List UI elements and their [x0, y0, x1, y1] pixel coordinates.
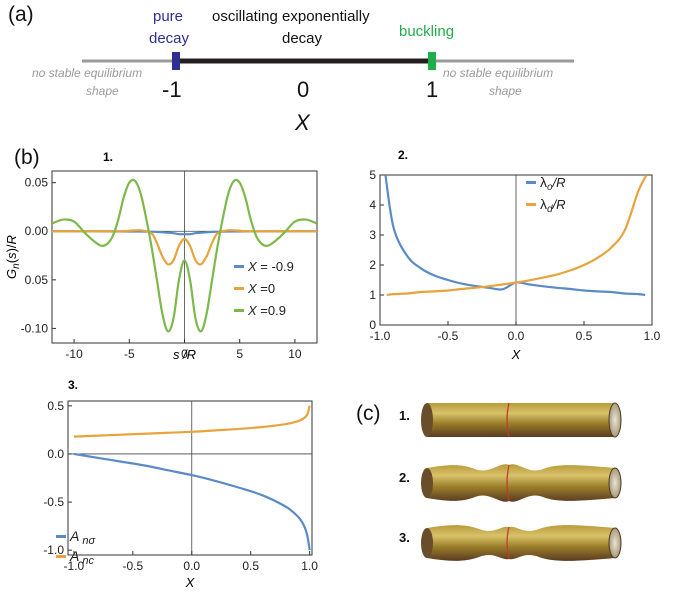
legend-label: λo/R: [540, 174, 566, 193]
y-tick-label: 3: [369, 228, 376, 242]
x-tick-label: -5: [124, 347, 135, 361]
x-tick-label: -0.5: [438, 329, 459, 343]
y-tick-label: -0.5: [43, 495, 64, 509]
series-line-1: [384, 175, 646, 297]
series-line-2: [73, 405, 311, 438]
legend-label: A nc: [69, 548, 95, 567]
panel-b-label: (b): [14, 146, 40, 169]
y-tick-label: 0.05: [25, 176, 49, 190]
panel-c-label: (c): [356, 402, 381, 425]
tick-zero: 0: [297, 77, 310, 102]
pure-label: pure: [153, 8, 184, 25]
x-tick-label: 5: [236, 347, 243, 361]
oscillating-label: oscillating exponentially: [212, 8, 370, 25]
series-line-1: [52, 230, 317, 236]
no-stable-right-2: shape: [489, 84, 522, 98]
x-tick-label: -10: [65, 347, 83, 361]
x-axis-label: s /R: [173, 347, 196, 362]
y-tick-label: 0.00: [25, 224, 49, 238]
x-axis-label-a: X: [295, 110, 310, 135]
legend-swatch: [526, 181, 536, 184]
x-tick-label: 1.0: [644, 329, 661, 343]
y-tick-label: 4: [369, 198, 376, 212]
legend-label: X = -0.9: [247, 259, 294, 274]
chart-b3: 3. -1.0 -0.5 0.0 0.5 1.0 0.5 0.0 -0.5 -1.0 X A nσA …: [43, 378, 318, 590]
panel-number: 1.: [103, 150, 113, 164]
legend-label: A nσ: [69, 528, 96, 547]
pure-decay-label: decay: [149, 30, 190, 47]
no-stable-right-1: no stable equilibrium: [443, 66, 554, 80]
legend-label: X =0.9: [247, 303, 286, 318]
y-tick-label: 0.0: [47, 447, 64, 461]
chart-b1: 1. -10 -5 0 5 10 0.05 0.00 0.05 -0.10 s /R Gn(s)/R X…: [4, 150, 318, 362]
tube-1-label: 1.: [399, 408, 410, 423]
series-line-1: [73, 452, 311, 551]
tube-2: [421, 464, 622, 502]
y-tick-label: 5: [369, 168, 376, 182]
legend-swatch: [234, 265, 244, 268]
legend-swatch: [234, 309, 244, 312]
series-line-3: [52, 178, 317, 333]
series-line-2: [386, 175, 648, 297]
tick-minus-one: -1: [162, 77, 182, 102]
pure-decay-marker: [172, 52, 180, 70]
tube-1: [421, 402, 622, 438]
x-tick-label: 0.0: [183, 559, 200, 573]
tick-one: 1: [426, 77, 439, 102]
legend-swatch: [56, 555, 66, 558]
no-stable-left-2: shape: [86, 84, 119, 98]
x-tick-label: 1.0: [301, 559, 318, 573]
x-tick-label: 10: [288, 347, 302, 361]
y-tick-label: -0.10: [21, 321, 49, 335]
buckling-label: buckling: [399, 23, 455, 40]
y-tick-label: -1.0: [43, 543, 64, 557]
tubes-illustration: [421, 402, 622, 561]
legend-swatch: [56, 535, 66, 538]
y-axis-label: Gn(s)/R: [4, 235, 22, 279]
panel-a-label: (a): [8, 3, 34, 26]
series-line-2: [52, 229, 317, 266]
x-tick-label: -1.0: [64, 559, 85, 573]
panel-number: 2.: [398, 148, 408, 162]
legend-label: X =0: [247, 281, 275, 296]
legend-swatch: [234, 287, 244, 290]
x-tick-label: 0.5: [576, 329, 593, 343]
x-tick-label: 0.5: [242, 559, 259, 573]
x-axis-label: X: [511, 347, 522, 362]
oscillating-decay-label: decay: [282, 30, 323, 47]
panel-number: 3.: [68, 378, 78, 392]
no-stable-left-1: no stable equilibrium: [32, 66, 143, 80]
y-tick-label: 1: [369, 288, 376, 302]
y-tick-label: 2: [369, 258, 376, 272]
chart-b2: 2. -1.0 -0.5 0.0 0.5 1.0 0 1 2 3 4 5 Xλo/R λd/R: [369, 148, 661, 362]
legend-swatch: [526, 203, 536, 206]
y-tick-label: 0.5: [47, 399, 64, 413]
tube-2-label: 2.: [399, 470, 410, 485]
y-tick-label: 0.05: [25, 273, 49, 287]
y-tick-label: 0: [369, 318, 376, 332]
plot-frame: [67, 400, 313, 556]
x-tick-label: -1.0: [370, 329, 391, 343]
x-tick-label: 0.0: [508, 329, 525, 343]
x-tick-label: -0.5: [122, 559, 143, 573]
buckling-marker: [428, 52, 436, 70]
stability-line: [82, 52, 574, 70]
tube-3: [421, 525, 622, 561]
x-tick-label: 0: [181, 347, 188, 361]
x-axis-label: X: [185, 575, 196, 590]
tube-3-label: 3.: [399, 530, 410, 545]
legend-label: λd/R: [540, 196, 566, 215]
